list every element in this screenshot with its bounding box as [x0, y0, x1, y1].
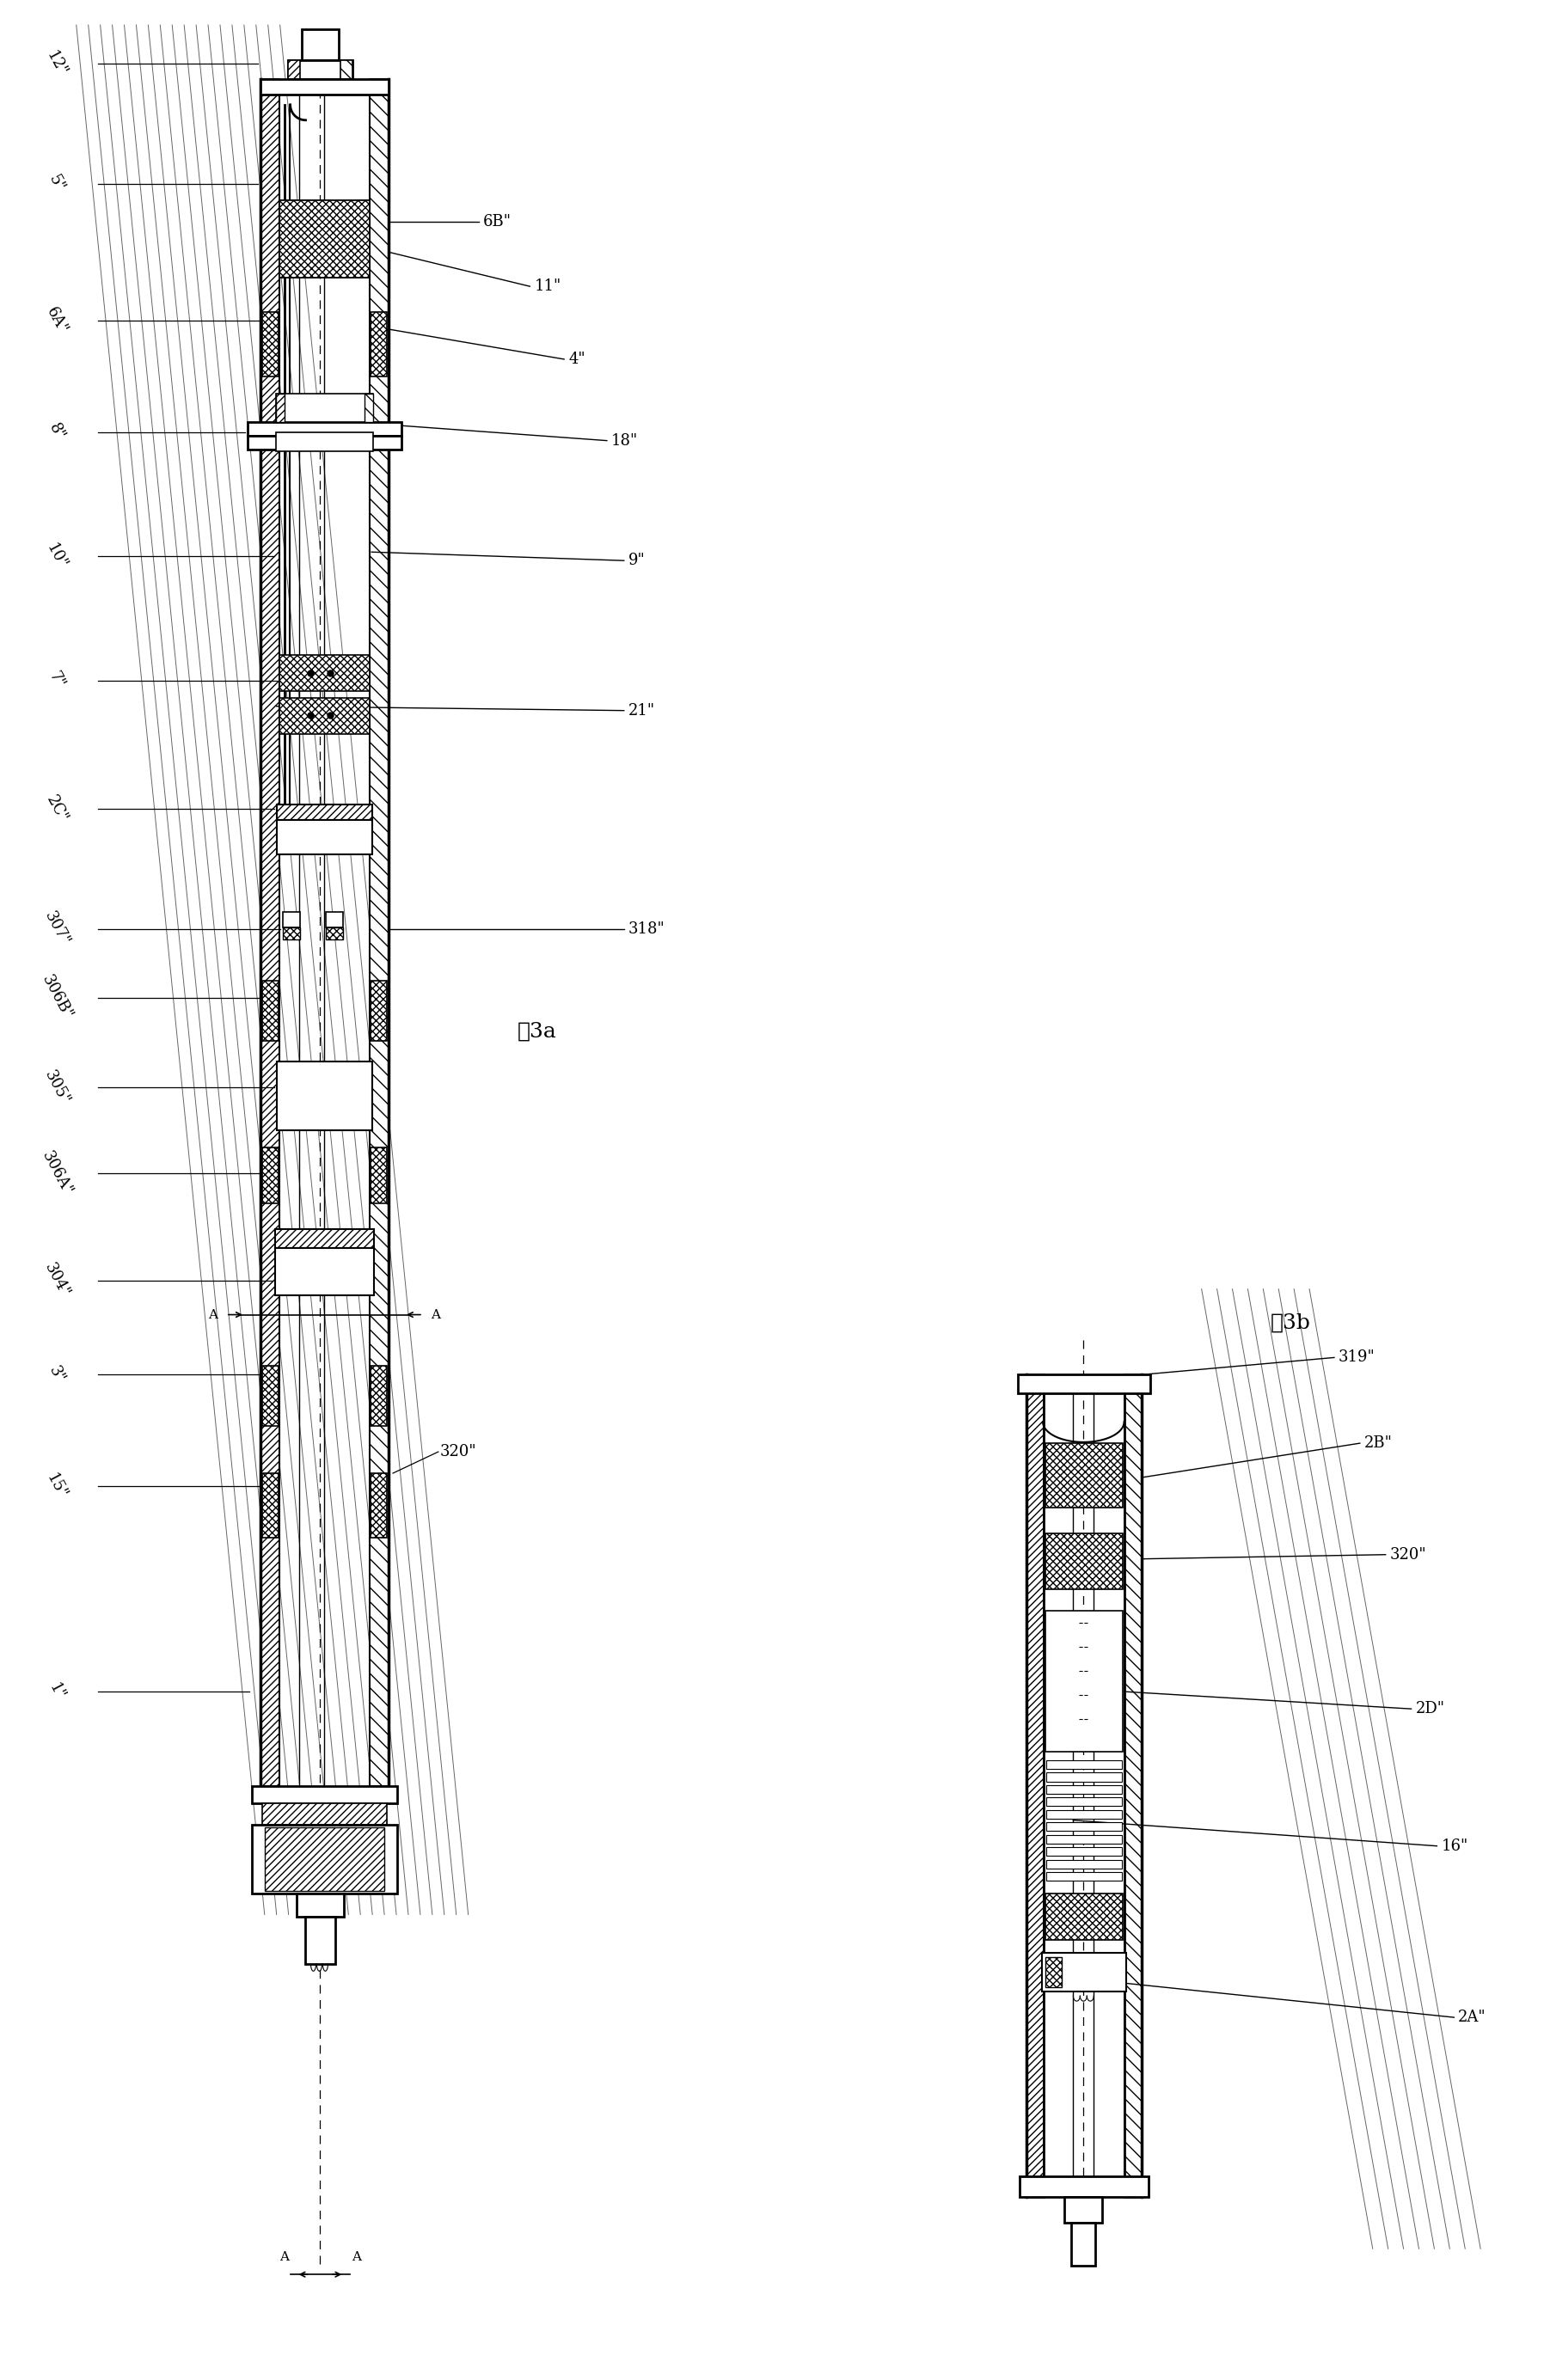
Bar [262, 1473, 278, 1537]
Text: 18": 18" [611, 433, 638, 447]
Bar [1042, 1954, 1126, 1992]
Bar [371, 1473, 388, 1537]
Bar [262, 1804, 388, 1825]
Bar [1045, 1797, 1122, 1806]
Text: A: A [352, 2251, 361, 2263]
Bar [275, 1247, 374, 1295]
Bar [261, 79, 279, 1785]
Text: A: A [208, 1309, 218, 1321]
Bar [283, 928, 300, 940]
Text: 6B": 6B" [483, 214, 511, 231]
Bar [287, 60, 352, 79]
Bar [1045, 1847, 1122, 1856]
Text: 8": 8" [46, 421, 68, 443]
Text: 1": 1" [46, 1680, 68, 1702]
Text: 图3a: 图3a [517, 1021, 556, 1042]
Bar [1045, 1809, 1122, 1818]
Text: 2C": 2C" [43, 793, 69, 826]
Bar [276, 821, 372, 854]
Text: 306A": 306A" [39, 1150, 74, 1197]
Bar [1072, 2223, 1095, 2266]
Text: 318": 318" [628, 921, 665, 938]
Bar [364, 393, 374, 421]
Text: 7": 7" [46, 669, 68, 693]
Bar [261, 79, 389, 95]
Bar [252, 1785, 397, 1804]
Bar [264, 1828, 384, 1890]
Bar [1045, 1611, 1122, 1752]
Text: 6A": 6A" [43, 305, 69, 336]
Bar [371, 312, 388, 376]
Bar [1045, 1823, 1122, 1830]
Bar [275, 1228, 374, 1247]
Bar [276, 433, 374, 450]
Bar [304, 1918, 335, 1964]
Bar [252, 1825, 397, 1892]
Bar [262, 981, 278, 1040]
Text: 10": 10" [43, 540, 69, 571]
Bar [1124, 1376, 1141, 2197]
Bar [1045, 1859, 1122, 1868]
Bar [371, 1366, 388, 1426]
Bar [296, 1892, 344, 1918]
Text: 306B": 306B" [39, 973, 74, 1023]
Bar [326, 928, 343, 940]
Text: 21": 21" [628, 702, 655, 719]
Bar [279, 697, 371, 733]
Bar [371, 79, 389, 1785]
Bar [1017, 1376, 1150, 1395]
Bar [1045, 1761, 1122, 1768]
Text: 304": 304" [42, 1261, 73, 1299]
Bar [1045, 1533, 1122, 1590]
Bar [247, 421, 401, 436]
Bar [279, 200, 371, 278]
Text: 5": 5" [46, 171, 68, 195]
Bar [276, 1061, 372, 1130]
Bar [371, 981, 388, 1040]
Bar [1045, 1785, 1122, 1795]
Bar [326, 912, 343, 928]
Text: 2D": 2D" [1416, 1702, 1445, 1716]
Bar [262, 312, 278, 376]
Text: 320": 320" [1390, 1547, 1427, 1561]
Text: 11": 11" [534, 278, 560, 295]
Text: 16": 16" [1441, 1837, 1468, 1854]
Bar [1045, 1956, 1062, 1987]
Bar [1045, 1442, 1122, 1507]
Bar [371, 1147, 388, 1204]
Text: 4": 4" [568, 352, 585, 367]
Text: 3": 3" [46, 1364, 68, 1385]
Bar [279, 654, 371, 690]
Bar [1065, 2197, 1102, 2223]
Bar [279, 200, 371, 278]
Bar [1027, 1376, 1044, 2197]
Bar [276, 804, 372, 821]
Bar [1045, 1892, 1122, 1940]
Bar [262, 1366, 278, 1426]
Text: 305": 305" [42, 1069, 73, 1107]
Text: 307": 307" [42, 909, 73, 950]
Text: 图3b: 图3b [1271, 1314, 1311, 1333]
Bar [276, 393, 284, 421]
Text: 320": 320" [440, 1445, 477, 1459]
Bar [341, 60, 352, 79]
Bar [262, 1147, 278, 1204]
Bar [1045, 1873, 1122, 1880]
Text: 2B": 2B" [1365, 1435, 1393, 1452]
Bar [1045, 1835, 1122, 1844]
Bar [247, 436, 401, 450]
Bar [301, 29, 340, 59]
Text: 2A": 2A" [1458, 2009, 1487, 2025]
Bar [283, 912, 300, 928]
Text: 9": 9" [628, 552, 645, 569]
Bar [287, 60, 300, 79]
Text: 319": 319" [1339, 1349, 1376, 1366]
Text: 12": 12" [43, 48, 69, 79]
Text: A: A [431, 1309, 440, 1321]
Bar [276, 393, 374, 421]
Bar [1019, 2175, 1149, 2197]
Text: A: A [279, 2251, 289, 2263]
Text: 15": 15" [43, 1471, 69, 1502]
Bar [1045, 1773, 1122, 1780]
